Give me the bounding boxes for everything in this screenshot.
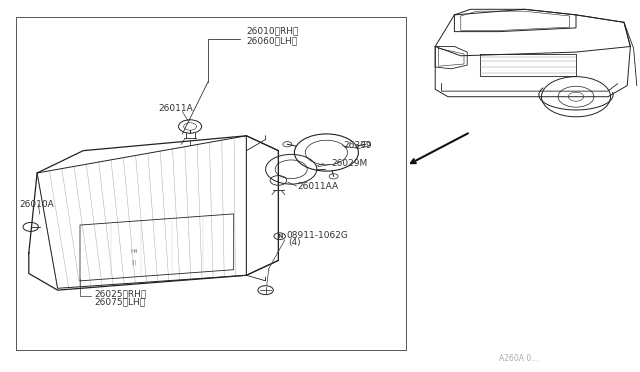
Text: 08911-1062G: 08911-1062G xyxy=(287,231,349,240)
Text: H4: H4 xyxy=(131,248,138,254)
Text: 26060〈LH〉: 26060〈LH〉 xyxy=(246,36,298,45)
Text: |||: ||| xyxy=(132,260,137,265)
Text: (4): (4) xyxy=(288,238,301,247)
Text: A260A 0...: A260A 0... xyxy=(499,354,539,363)
Text: 26025〈RH〉: 26025〈RH〉 xyxy=(95,289,147,298)
Text: 26075〈LH〉: 26075〈LH〉 xyxy=(95,298,146,307)
Text: 26339: 26339 xyxy=(344,141,372,150)
Text: N: N xyxy=(277,234,282,239)
Text: 26010A: 26010A xyxy=(19,200,54,209)
Text: 26029M: 26029M xyxy=(332,159,368,168)
Text: 26011AA: 26011AA xyxy=(298,182,339,191)
Text: 26011A: 26011A xyxy=(159,104,193,113)
Text: 26010〈RH〉: 26010〈RH〉 xyxy=(246,26,299,35)
